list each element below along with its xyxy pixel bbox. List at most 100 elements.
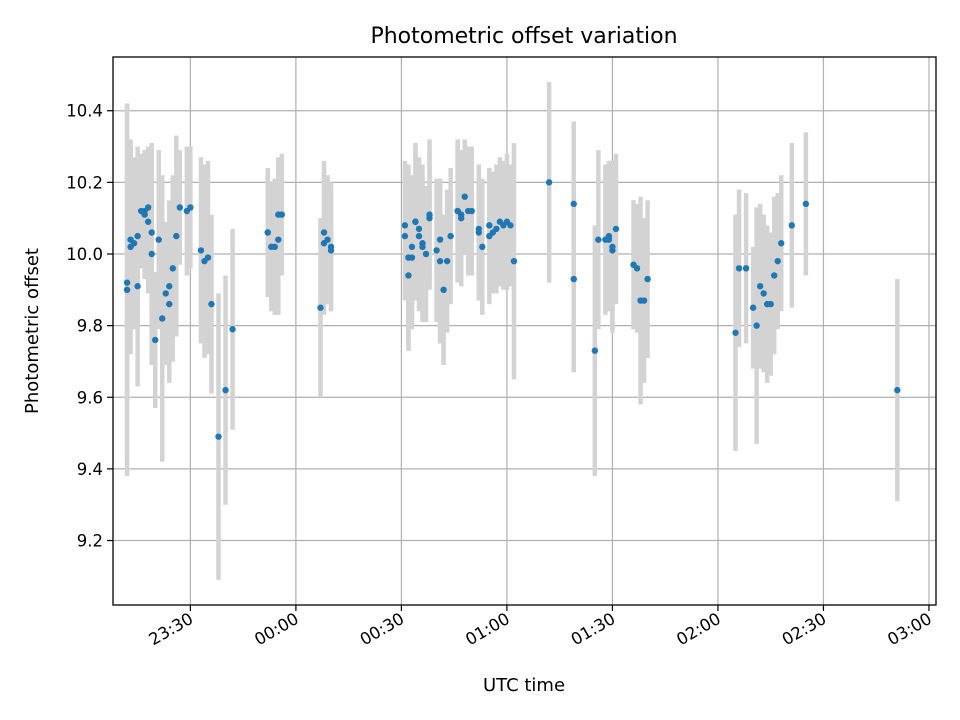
x-tick-label: 03:00 bbox=[884, 609, 935, 649]
data-point bbox=[173, 232, 180, 240]
data-point bbox=[742, 265, 750, 272]
y-tick-label: 9.6 bbox=[77, 388, 103, 407]
data-point bbox=[324, 236, 331, 243]
data-point bbox=[605, 236, 613, 243]
data-point bbox=[222, 386, 229, 394]
data-point bbox=[735, 265, 743, 272]
data-point bbox=[123, 279, 131, 286]
data-point bbox=[169, 265, 176, 272]
data-point bbox=[612, 225, 620, 233]
data-point bbox=[644, 275, 651, 283]
data-point bbox=[317, 304, 324, 311]
data-point bbox=[493, 225, 500, 233]
data-point bbox=[159, 315, 166, 322]
data-point bbox=[510, 257, 518, 265]
data-point bbox=[408, 243, 416, 251]
data-point bbox=[204, 254, 212, 261]
data-point bbox=[749, 304, 757, 311]
plot-frame bbox=[112, 56, 937, 606]
data-point bbox=[457, 214, 465, 222]
error-bar-layer bbox=[124, 82, 900, 580]
data-point bbox=[408, 254, 416, 261]
data-point bbox=[591, 347, 599, 354]
data-point bbox=[271, 243, 278, 251]
data-point bbox=[609, 243, 616, 251]
x-tick-label: 02:00 bbox=[673, 609, 724, 649]
data-point bbox=[123, 286, 131, 294]
data-point bbox=[415, 225, 423, 233]
data-point bbox=[187, 204, 194, 211]
data-point bbox=[264, 229, 271, 236]
data-point bbox=[443, 257, 451, 265]
data-point-layer bbox=[123, 179, 901, 440]
y-axis-label: Photometric offset bbox=[22, 248, 43, 414]
data-point bbox=[570, 275, 577, 283]
y-tick-label: 10.2 bbox=[66, 173, 103, 192]
data-point bbox=[148, 229, 155, 236]
x-tick-label: 01:30 bbox=[568, 609, 619, 649]
data-point bbox=[767, 300, 774, 308]
data-point bbox=[278, 211, 286, 218]
data-point bbox=[475, 229, 482, 236]
grid-layer bbox=[113, 57, 936, 605]
data-point bbox=[461, 193, 468, 200]
data-point bbox=[141, 211, 148, 218]
data-point bbox=[774, 257, 781, 265]
data-point bbox=[422, 250, 430, 258]
data-point bbox=[570, 200, 577, 208]
data-point bbox=[479, 243, 486, 251]
data-point bbox=[162, 290, 169, 297]
x-tick-label: 00:30 bbox=[357, 609, 408, 649]
data-point bbox=[148, 250, 155, 258]
data-point bbox=[275, 236, 282, 243]
data-point bbox=[894, 386, 901, 394]
data-point bbox=[405, 272, 412, 279]
data-point bbox=[753, 322, 760, 329]
data-point bbox=[447, 232, 454, 240]
data-point bbox=[802, 200, 810, 208]
data-point bbox=[440, 286, 447, 294]
x-tick-label: 00:00 bbox=[251, 609, 302, 649]
data-point bbox=[468, 207, 475, 215]
data-point bbox=[166, 283, 173, 290]
x-axis-label: UTC time bbox=[483, 675, 565, 696]
data-point bbox=[215, 433, 222, 440]
data-point bbox=[486, 222, 493, 229]
data-point bbox=[415, 232, 423, 240]
data-point bbox=[152, 336, 159, 344]
y-tick-label: 9.8 bbox=[77, 317, 103, 336]
data-point bbox=[771, 272, 778, 279]
data-point bbox=[166, 300, 173, 308]
data-point bbox=[144, 204, 152, 211]
chart-title: Photometric offset variation bbox=[370, 24, 677, 49]
data-point bbox=[760, 290, 767, 297]
data-point bbox=[229, 326, 236, 333]
data-point bbox=[545, 179, 553, 186]
y-tick-label: 9.2 bbox=[77, 532, 103, 551]
data-point bbox=[756, 283, 764, 290]
y-tick-label: 9.4 bbox=[77, 460, 103, 479]
data-point bbox=[419, 240, 426, 247]
data-point bbox=[633, 265, 641, 272]
data-point bbox=[155, 236, 162, 243]
data-point bbox=[732, 329, 739, 336]
data-point bbox=[176, 204, 184, 211]
y-tick-label: 10.0 bbox=[66, 245, 103, 264]
data-point bbox=[401, 222, 409, 229]
data-point bbox=[134, 232, 141, 240]
data-point bbox=[436, 257, 444, 265]
x-tick-label: 01:00 bbox=[462, 609, 513, 649]
y-tick-label: 10.4 bbox=[66, 102, 103, 121]
data-point bbox=[401, 232, 409, 240]
data-point bbox=[144, 218, 152, 225]
data-point bbox=[197, 247, 205, 254]
data-point bbox=[327, 247, 335, 254]
data-point bbox=[433, 247, 440, 254]
data-point bbox=[595, 236, 602, 243]
data-point bbox=[426, 211, 433, 218]
data-point bbox=[208, 300, 215, 308]
data-point bbox=[788, 222, 795, 229]
data-point bbox=[778, 240, 785, 247]
data-point bbox=[320, 229, 328, 236]
